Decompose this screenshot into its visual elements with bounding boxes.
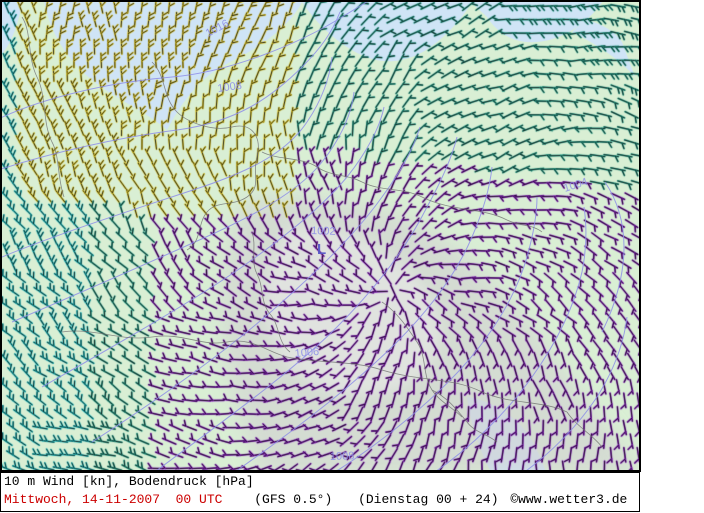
svg-text:1008: 1008 <box>330 450 355 463</box>
svg-text:L: L <box>317 241 326 258</box>
svg-text:1002: 1002 <box>311 225 336 238</box>
svg-text:1004: 1004 <box>562 176 589 195</box>
svg-text:1008: 1008 <box>217 80 243 95</box>
svg-text:1016: 1016 <box>204 18 231 40</box>
svg-text:1006: 1006 <box>294 346 319 360</box>
